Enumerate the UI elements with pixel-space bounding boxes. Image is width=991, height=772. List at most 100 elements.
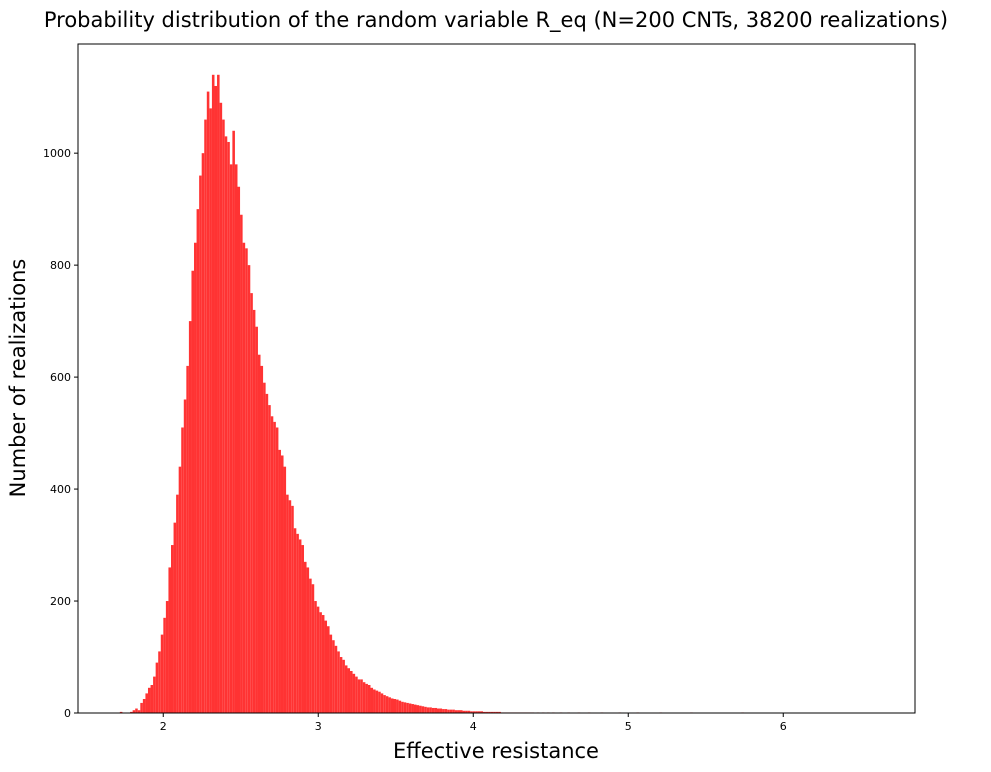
- histogram-bar: [411, 704, 414, 713]
- histogram-bar: [168, 567, 171, 713]
- histogram-bar: [247, 265, 251, 713]
- y-tick-label: 200: [50, 595, 71, 608]
- histogram-bar: [337, 651, 340, 713]
- histogram-bar: [403, 702, 407, 713]
- histogram-bar: [227, 141, 230, 714]
- histogram-bar: [429, 707, 432, 713]
- histogram-bar: [250, 293, 253, 713]
- histogram-bar: [357, 679, 361, 713]
- histogram-bar: [319, 612, 322, 713]
- histogram-bar: [278, 449, 281, 713]
- histogram-bar: [485, 711, 489, 713]
- histogram-bar: [447, 709, 450, 713]
- histogram-bar: [321, 615, 325, 713]
- histogram-bar: [350, 671, 353, 713]
- histogram-bar: [306, 567, 310, 713]
- histogram-bar: [385, 696, 389, 713]
- histogram-bar: [467, 710, 471, 713]
- histogram-bar: [199, 175, 202, 713]
- histogram-bar: [347, 668, 351, 713]
- histogram-bar: [439, 708, 443, 713]
- histogram-bar: [273, 421, 276, 713]
- histogram-bar: [135, 708, 138, 713]
- histogram-bar: [355, 676, 358, 713]
- histogram-bar: [232, 130, 235, 714]
- x-tick-label: 4: [470, 720, 477, 733]
- histogram-bar: [424, 706, 427, 713]
- histogram-bar: [431, 707, 435, 713]
- histogram-bar: [242, 242, 246, 713]
- y-tick-label: 600: [50, 371, 71, 384]
- histogram-bar: [401, 701, 404, 713]
- histogram-bar: [334, 645, 338, 713]
- histogram-bar: [436, 708, 440, 713]
- histogram-bar: [498, 711, 501, 713]
- histogram-bar: [375, 690, 379, 713]
- histogram-bar: [234, 164, 238, 713]
- y-axis-ticks: 0 200 400 600 800 1000: [43, 147, 78, 720]
- histogram-bar: [388, 697, 391, 713]
- y-axis-label: Number of realizations: [6, 259, 30, 498]
- histogram-bar: [145, 693, 148, 713]
- histogram-bar: [201, 153, 205, 713]
- histogram-bar: [444, 709, 448, 713]
- histogram-bar: [462, 710, 466, 713]
- histogram-bar: [370, 687, 374, 713]
- histogram-bar: [260, 365, 264, 713]
- histogram-bar: [413, 704, 417, 713]
- histogram-bar: [301, 545, 304, 713]
- histogram-bar: [206, 91, 210, 714]
- histogram-bar: [211, 74, 215, 714]
- histogram-bar: [194, 242, 197, 713]
- histogram-bar: [181, 427, 184, 713]
- histogram-bar: [270, 416, 274, 713]
- y-tick-label: 0: [64, 707, 71, 720]
- histogram-bar: [171, 545, 174, 713]
- chart-title: Probability distribution of the random v…: [44, 8, 948, 33]
- histogram-bar: [454, 710, 458, 713]
- histogram-bar: [442, 709, 445, 713]
- histogram-bar: [240, 214, 243, 713]
- histogram-bar: [495, 711, 499, 713]
- histogram-bar: [421, 706, 425, 713]
- histogram-bar: [426, 707, 430, 713]
- histogram-bar: [147, 687, 151, 713]
- histogram-bar: [137, 710, 141, 713]
- histogram-bar: [158, 651, 161, 713]
- histogram-bar: [311, 584, 315, 713]
- histogram-bar: [291, 505, 294, 713]
- histogram-bar: [465, 710, 468, 713]
- histogram-bar: [222, 119, 225, 714]
- y-tick-label: 400: [50, 483, 71, 496]
- histogram-bar: [296, 533, 299, 713]
- histogram-bar: [393, 699, 397, 713]
- histogram-bar: [275, 427, 279, 713]
- histogram-bar: [457, 710, 460, 713]
- histogram-bar: [119, 711, 123, 713]
- x-axis-label: Effective resistance: [393, 739, 599, 763]
- histogram-bar: [475, 711, 478, 713]
- histogram-bar: [173, 522, 177, 713]
- histogram-bar: [204, 119, 207, 714]
- histogram-bar: [265, 393, 269, 713]
- histogram-bar: [286, 494, 289, 713]
- histogram-bar: [219, 102, 223, 714]
- x-axis-ticks: 2 3 4 5 6: [160, 713, 787, 733]
- histogram-bar: [490, 711, 494, 713]
- histogram-bar: [153, 676, 156, 713]
- histogram-bar: [342, 659, 345, 713]
- plot-frame: [77, 43, 916, 714]
- histogram-bar: [419, 705, 422, 713]
- histogram-bar: [396, 699, 399, 713]
- histogram-bar: [365, 683, 368, 713]
- histogram-bar: [378, 691, 381, 713]
- histogram-bar: [237, 186, 241, 713]
- histogram-bar: [488, 711, 491, 713]
- histogram-bar: [459, 710, 463, 713]
- histogram-bar: [188, 321, 192, 713]
- histogram-bar: [165, 601, 169, 713]
- histogram-bar: [217, 74, 220, 714]
- histogram-bar: [224, 136, 228, 714]
- histogram-bar: [293, 528, 297, 713]
- histogram-bar: [339, 657, 343, 713]
